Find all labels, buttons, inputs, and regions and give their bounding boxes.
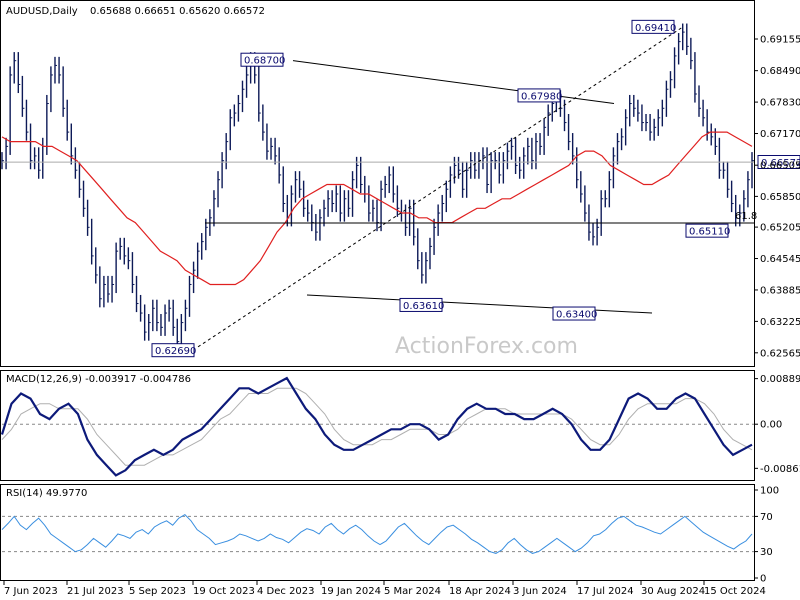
x-tick-label: 17 Jul 2024 bbox=[577, 586, 634, 597]
rsi-header: RSI(14) 49.9770 bbox=[6, 488, 87, 499]
x-tick-label: 19 Oct 2023 bbox=[193, 586, 255, 597]
rsi-y-tick-label: 0 bbox=[760, 574, 766, 585]
x-tick-label: 18 Apr 2024 bbox=[449, 586, 511, 597]
x-tick-label: 5 Sep 2023 bbox=[129, 586, 186, 597]
price-label: 0.63400 bbox=[556, 310, 597, 321]
price-label-box bbox=[517, 88, 561, 103]
macd-y-tick-label: -0.008612 bbox=[760, 464, 800, 475]
price-label: 0.66572 bbox=[761, 158, 800, 169]
rsi-y-tick-label: 30 bbox=[760, 547, 773, 558]
price-header-title: AUDUSD,Daily bbox=[6, 6, 78, 17]
macd-line bbox=[0, 376, 753, 477]
price-label-box bbox=[685, 223, 729, 238]
x-tick-label: 30 Aug 2024 bbox=[641, 586, 705, 597]
price-y-tick-label: 0.63225 bbox=[760, 317, 800, 328]
price-label: 0.63610 bbox=[403, 301, 444, 312]
price-y-tick-label: 0.68490 bbox=[760, 66, 800, 77]
x-tick-label: 15 Oct 2024 bbox=[704, 586, 766, 597]
price-y-tick-label: 0.69155 bbox=[760, 35, 800, 46]
price-label: 0.62690 bbox=[155, 346, 196, 357]
price-y-tick-label: 0.64545 bbox=[760, 254, 800, 265]
price-y-tick-label: 0.63885 bbox=[760, 285, 800, 296]
price-y-tick-label: 0.62565 bbox=[760, 348, 800, 359]
price-y-tick-label: 0.65205 bbox=[760, 223, 800, 234]
fib-61-8-label: 61.8 bbox=[735, 211, 757, 222]
price-header-ohlc: 0.65688 0.66651 0.65620 0.66572 bbox=[90, 6, 265, 17]
price-label-box bbox=[757, 155, 800, 169]
x-tick-label: 7 Jun 2023 bbox=[4, 586, 58, 597]
rsi-y-tick-label: 100 bbox=[760, 486, 779, 497]
price-label-box bbox=[240, 52, 284, 67]
macd-panel bbox=[0, 370, 755, 481]
x-tick-label: 5 Mar 2024 bbox=[384, 586, 441, 597]
macd-y-tick-label: 0.00 bbox=[760, 420, 782, 431]
watermark: ActionForex.com bbox=[395, 334, 578, 359]
moving-average-line bbox=[1, 131, 753, 286]
x-tick-label: 4 Dec 2023 bbox=[257, 586, 315, 597]
price-label-box bbox=[399, 297, 443, 312]
macd-signal-line bbox=[1, 387, 753, 466]
price-label-box bbox=[151, 343, 195, 358]
x-tick-label: 3 Jun 2024 bbox=[513, 586, 567, 597]
rsi-y-tick-label: 70 bbox=[760, 512, 773, 523]
rsi-line bbox=[1, 513, 753, 554]
rsi-panel bbox=[0, 484, 755, 581]
price-label-box bbox=[631, 19, 675, 34]
price-label: 0.65110 bbox=[689, 227, 730, 238]
price-label: 0.67980 bbox=[521, 91, 562, 102]
rising-channel-dashed-line bbox=[197, 26, 684, 348]
price-panel bbox=[0, 0, 755, 367]
price-label: 0.69410 bbox=[635, 23, 676, 34]
price-y-tick-label: 0.67170 bbox=[760, 129, 800, 140]
price-label-box bbox=[552, 306, 596, 321]
price-label: 0.68700 bbox=[244, 56, 285, 67]
price-y-tick-label: 0.65850 bbox=[760, 192, 800, 203]
price-y-tick-label: 0.67830 bbox=[760, 98, 800, 109]
price-y-tick-label: 0.66505 bbox=[760, 161, 800, 172]
macd-y-tick-label: 0.008896 bbox=[760, 374, 800, 385]
macd-header: MACD(12,26,9) -0.003917 -0.004786 bbox=[6, 374, 191, 385]
x-tick-label: 19 Jan 2024 bbox=[321, 586, 381, 597]
x-tick-label: 21 Jul 2023 bbox=[67, 586, 124, 597]
